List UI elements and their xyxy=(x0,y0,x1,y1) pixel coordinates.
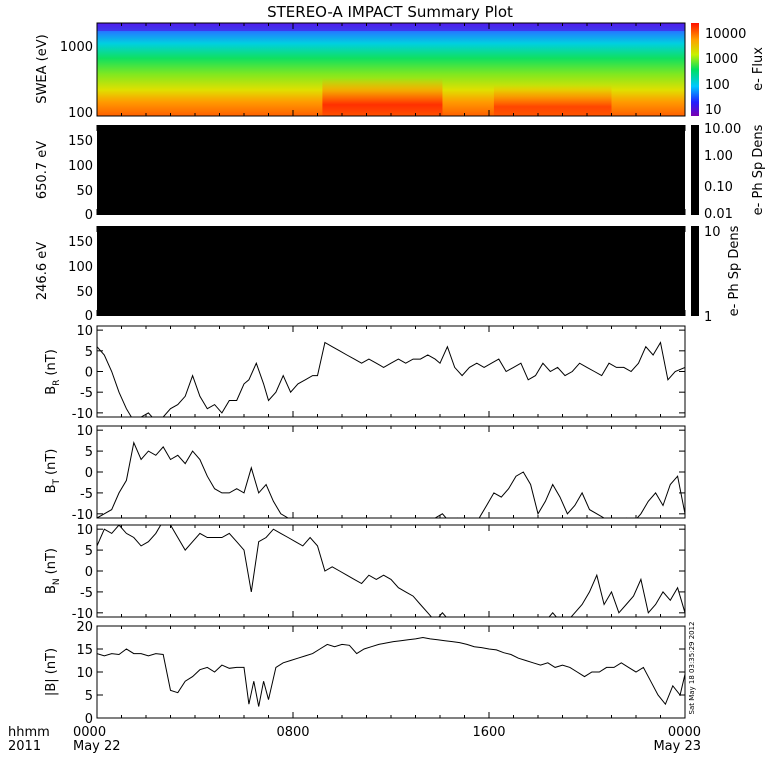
bn-ytick-label: 5 xyxy=(85,544,93,559)
swea-panel: SWEA (eV) 1000 100 10000 1000 100 10 e- … xyxy=(35,22,766,121)
pad-246-colorbar xyxy=(691,226,699,316)
bmag-ylabel: |B| (nT) xyxy=(44,648,59,696)
bmag-ytick-label: 5 xyxy=(85,689,93,704)
br-ytick-label: 0 xyxy=(85,366,93,381)
pad-650-ytick-100: 100 xyxy=(68,159,93,174)
swea-cbar-label: e- Flux xyxy=(751,47,766,91)
bn-panel: -10 -5 0 5 10 xyxy=(72,523,686,622)
br-ytick-label: 10 xyxy=(76,324,93,339)
bt-frame xyxy=(96,425,686,519)
pad-246-cbar-tick-1: 1 xyxy=(704,310,712,325)
pad-650-cbar-label: e- Ph Sp Dens xyxy=(751,124,766,215)
bt-series-line xyxy=(97,441,685,518)
bn-ytick-label: 0 xyxy=(85,565,93,580)
bt-ytick-label: 10 xyxy=(76,424,93,439)
swea-colorbar xyxy=(691,23,699,116)
bmag-ytick-label: 0 xyxy=(85,712,93,727)
pad-650-cbar-tick-0.01: 0.01 xyxy=(704,207,733,222)
bn-ylabel: BN(nT) xyxy=(44,548,62,594)
br-series-line xyxy=(97,341,685,417)
bn-ytick-label: -10 xyxy=(72,607,93,622)
br-ylabel: BR(nT) xyxy=(44,349,62,395)
bn-series-line xyxy=(97,525,685,617)
time-tick-date: May 23 xyxy=(653,739,701,754)
time-axis-label-year: 2011 xyxy=(8,739,41,754)
pad-246-cbar-label: e- Ph Sp Dens xyxy=(727,225,742,316)
time-tick-label: 1600 xyxy=(472,725,505,740)
swea-cbar-tick-1000: 1000 xyxy=(705,52,738,67)
swea-enhanced-period-2 xyxy=(493,85,612,116)
pad-650-image xyxy=(97,125,685,215)
pad-650-panel: 650.7 eV 150 100 50 0 10.00 1.00 0.10 0.… xyxy=(35,122,766,223)
bmag-ytick-label: 15 xyxy=(76,643,93,658)
swea-ytick-100: 100 xyxy=(68,106,93,121)
time-axis-label-hhmm: hhmm xyxy=(8,725,50,740)
pad-650-ytick-150: 150 xyxy=(68,134,93,149)
swea-enhanced-period-1 xyxy=(322,78,443,116)
pad-650-cbar-tick-0.1: 0.10 xyxy=(704,180,733,195)
pad-650-ytick-50: 50 xyxy=(76,184,93,199)
swea-ylabel: SWEA (eV) xyxy=(35,34,50,103)
pad-650-ylabel: 650.7 eV xyxy=(35,141,50,199)
time-tick-label: 0000 xyxy=(668,725,701,740)
pad-650-cbar-tick-1: 1.00 xyxy=(704,149,733,164)
br-ytick-label: 5 xyxy=(85,345,93,360)
bmag-ytick-label: 10 xyxy=(76,666,93,681)
bmag-panel: 0 5 10 15 20 xyxy=(76,620,686,727)
pad-246-cbar-tick-10: 10 xyxy=(704,225,721,240)
swea-ytick-1000: 1000 xyxy=(60,40,93,55)
swea-spectrogram xyxy=(97,23,685,116)
bn-ytick-label: 10 xyxy=(76,523,93,538)
swea-cbar-tick-10: 10 xyxy=(705,103,722,118)
pad-246-image xyxy=(97,226,685,316)
bn-frame xyxy=(96,524,686,618)
bt-ytick-label: -5 xyxy=(80,487,93,502)
br-ytick-label: -10 xyxy=(72,407,93,422)
bt-ytick-label: 0 xyxy=(85,466,93,481)
pad-246-ylabel: 246.6 eV xyxy=(35,242,50,300)
bn-ytick-label: -5 xyxy=(80,586,93,601)
pad-246-ytick-0: 0 xyxy=(85,309,93,324)
bt-panel: -10 -5 0 5 10 xyxy=(72,424,686,523)
bt-ytick-label: -10 xyxy=(72,508,93,523)
bmag-series-line xyxy=(97,636,685,707)
time-tick-date: May 22 xyxy=(73,739,121,754)
pad-246-panel: 246.6 eV 150 100 50 0 10 1 e- Ph Sp Dens xyxy=(35,225,742,325)
time-tick-label: 0800 xyxy=(276,725,309,740)
time-tick-label: 0000 xyxy=(73,725,106,740)
br-ytick-label: -5 xyxy=(80,386,93,401)
pad-246-ytick-100: 100 xyxy=(68,260,93,275)
bmag-ytick-label: 20 xyxy=(76,620,93,635)
pad-650-ytick-0: 0 xyxy=(85,208,93,223)
pad-650-colorbar xyxy=(691,125,699,215)
generation-timestamp: Sat May 18 03:35:29 2012 xyxy=(688,621,696,714)
pad-246-ytick-150: 150 xyxy=(68,235,93,250)
pad-246-ytick-50: 50 xyxy=(76,285,93,300)
br-panel: -10 -5 0 5 10 xyxy=(72,324,686,422)
swea-cbar-tick-10000: 10000 xyxy=(705,27,746,42)
bt-ytick-label: 5 xyxy=(85,445,93,460)
plot-title: STEREO-A IMPACT Summary Plot xyxy=(267,3,513,21)
br-frame xyxy=(96,325,686,418)
swea-cbar-tick-100: 100 xyxy=(705,78,730,93)
bt-ylabel: BT(nT) xyxy=(44,449,62,494)
pad-650-cbar-tick-10: 10.00 xyxy=(704,122,741,137)
